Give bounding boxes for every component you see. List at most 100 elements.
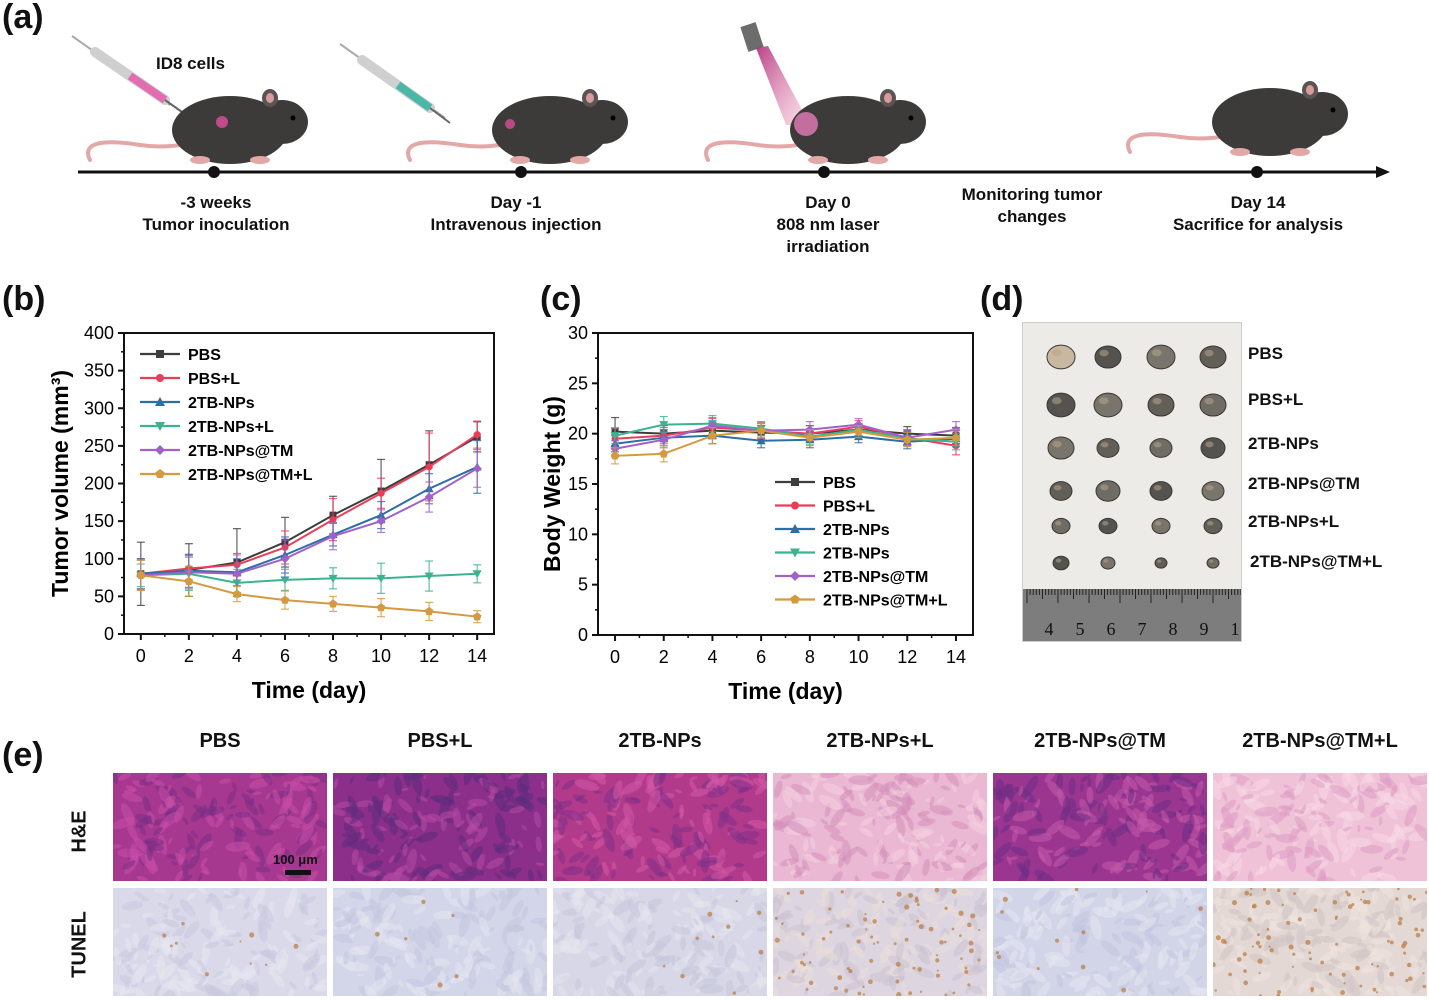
tissue-texture (1277, 979, 1293, 995)
data-point (376, 603, 386, 612)
tissue-texture (826, 967, 841, 977)
tunel-positive-spot (1251, 905, 1256, 909)
tissue-texture (705, 924, 717, 938)
tissue-texture (409, 824, 419, 831)
tumor-sample (1201, 481, 1225, 501)
tissue-texture (148, 936, 160, 957)
tumor-sample (1203, 517, 1223, 535)
tissue-texture (395, 888, 414, 896)
tissue-texture (1144, 929, 1154, 947)
tissue-texture (1159, 980, 1170, 986)
tissue-texture (1152, 870, 1156, 880)
tissue-texture (978, 901, 987, 918)
tunel-positive-spot (1145, 890, 1148, 893)
tunel-positive-spot (1397, 920, 1403, 926)
tissue-texture (238, 867, 243, 878)
tissue-texture (1179, 797, 1188, 802)
tunel-positive-spot (1372, 987, 1377, 992)
tunel-positive-spot (1408, 976, 1413, 982)
tissue-texture (188, 959, 202, 971)
tissue-texture (1219, 944, 1234, 961)
tissue-texture (648, 874, 655, 880)
tissue-texture (1275, 934, 1296, 943)
tissue-texture (1360, 844, 1384, 854)
tissue-texture (508, 773, 519, 780)
tissue-texture (1343, 773, 1359, 789)
tissue-texture (889, 899, 898, 904)
tissue-texture (1244, 815, 1256, 822)
tissue-texture (553, 798, 565, 816)
tissue-texture (1376, 888, 1394, 898)
tissue-texture (646, 857, 664, 878)
tissue-texture (554, 877, 568, 881)
tissue-texture (717, 807, 730, 829)
tissue-texture (200, 870, 210, 874)
tunel-positive-spot (802, 953, 805, 956)
tissue-texture (1018, 785, 1024, 796)
tissue-texture (170, 861, 178, 865)
tumor-sample (1096, 438, 1120, 458)
tissue-texture (1390, 853, 1398, 860)
tissue-texture (1213, 859, 1231, 877)
tissue-texture (659, 792, 674, 809)
tissue-texture (295, 840, 313, 856)
tissue-texture (1164, 908, 1175, 914)
tissue-texture (175, 869, 184, 881)
tissue-texture (1181, 787, 1194, 807)
tissue-texture (477, 942, 485, 956)
tissue-texture (711, 888, 716, 892)
tissue-texture (679, 804, 685, 817)
tissue-texture (252, 791, 262, 796)
tissue-texture (537, 869, 542, 880)
tissue-texture (226, 790, 236, 805)
tissue-texture (889, 926, 902, 945)
data-point (659, 449, 669, 458)
tissue-texture (423, 965, 442, 986)
tissue-texture (940, 785, 951, 791)
tunel-positive-spot (967, 922, 972, 928)
tissue-texture (1083, 986, 1098, 996)
tunel-positive-spot (821, 937, 826, 941)
tissue-texture (981, 934, 987, 957)
tumor-row-label: PBS (1248, 344, 1283, 363)
tissue-texture (707, 966, 727, 978)
tunel-positive-spot (799, 890, 805, 895)
data-point (659, 435, 669, 445)
tissue-texture (385, 938, 409, 949)
tunel-positive-spot (781, 922, 784, 925)
tissue-texture (183, 921, 200, 939)
tissue-texture (495, 812, 506, 836)
tissue-texture (624, 797, 641, 804)
tissue-texture (1293, 976, 1298, 986)
tissue-texture (416, 831, 438, 843)
tissue-texture (828, 845, 839, 865)
tissue-texture (120, 803, 136, 826)
tissue-texture (906, 945, 919, 955)
tunel-positive-spot (1243, 980, 1249, 986)
tissue-texture (1421, 904, 1427, 920)
tissue-texture (1336, 962, 1356, 971)
tissue-texture (333, 778, 339, 789)
tissue-texture (1296, 888, 1307, 891)
tissue-texture (360, 838, 369, 843)
tissue-texture (194, 983, 210, 992)
tunel-positive-spot (1281, 903, 1285, 907)
legend-label: PBS (188, 347, 221, 364)
data-point (708, 431, 717, 440)
tunel-positive-spot (967, 983, 971, 987)
tissue-texture (535, 836, 542, 852)
tissue-texture (356, 910, 372, 930)
tissue-texture (418, 925, 436, 944)
event-4-line1: Monitoring tumor (961, 185, 1103, 204)
tissue-texture (1219, 921, 1231, 932)
tissue-texture (1021, 981, 1032, 996)
tissue-texture (887, 908, 895, 915)
tissue-texture (686, 952, 698, 969)
legend-marker (155, 397, 165, 406)
tissue-texture (716, 848, 726, 869)
event-1-line2: Tumor inoculation (142, 215, 290, 234)
tissue-texture (401, 787, 409, 791)
tunel-positive-spot (944, 993, 948, 996)
tissue-texture (606, 813, 614, 831)
tissue-texture (1312, 934, 1322, 945)
